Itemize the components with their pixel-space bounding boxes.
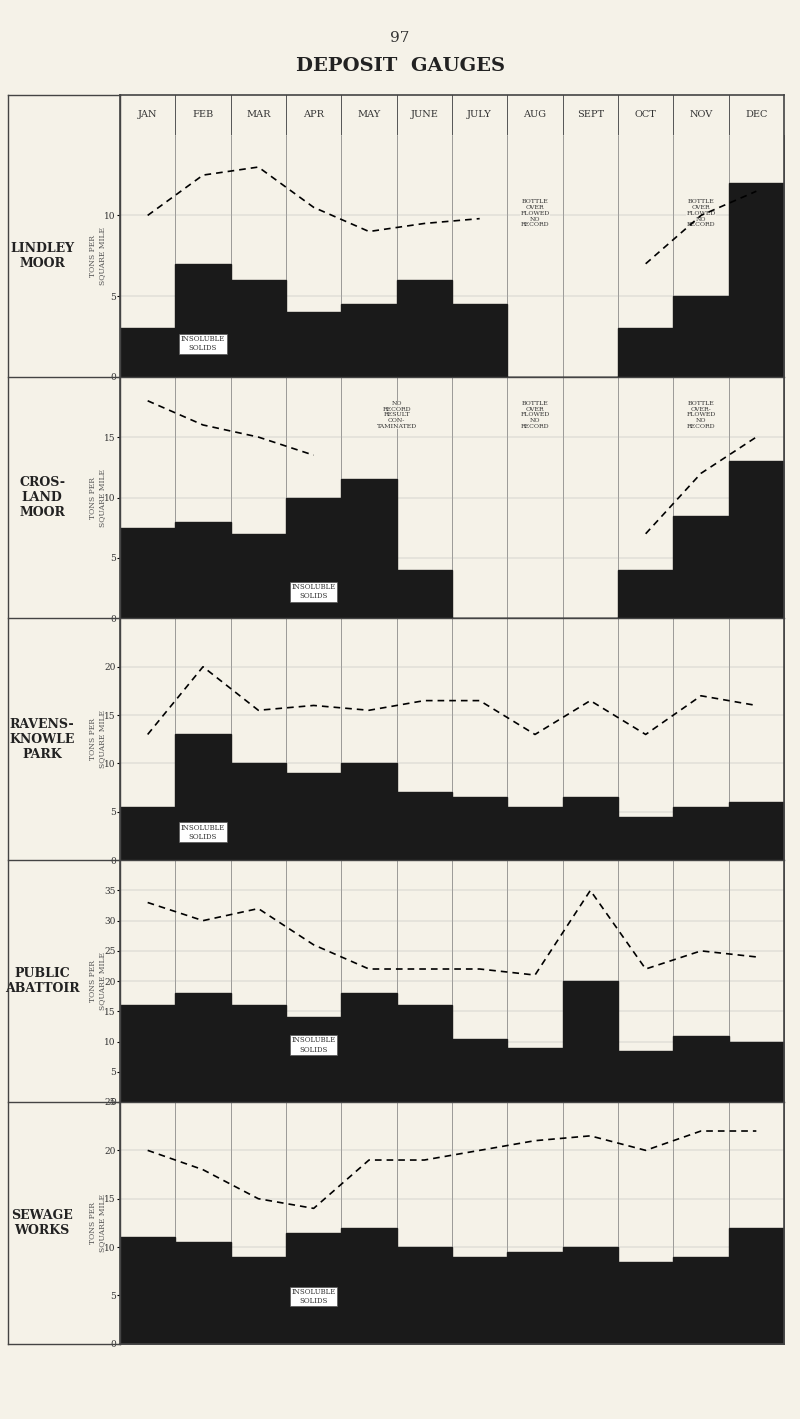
- Text: RAVENS-
KNOWLE
PARK: RAVENS- KNOWLE PARK: [10, 718, 74, 761]
- Text: TONS PER
SQUARE MILE: TONS PER SQUARE MILE: [90, 952, 106, 1010]
- Text: CROS-
LAND
MOOR: CROS- LAND MOOR: [19, 475, 65, 519]
- Polygon shape: [120, 1227, 784, 1344]
- Text: 97: 97: [390, 31, 410, 45]
- Text: INSOLUBLE
SOLIDS: INSOLUBLE SOLIDS: [291, 1036, 336, 1054]
- Text: INSOLUBLE
SOLIDS: INSOLUBLE SOLIDS: [181, 823, 225, 841]
- Text: TONS PER
SQUARE MILE: TONS PER SQUARE MILE: [90, 227, 106, 285]
- Text: TONS PER
SQUARE MILE: TONS PER SQUARE MILE: [90, 711, 106, 768]
- Text: BOTTLE
OVER-
FLOWED
NO
RECORD: BOTTLE OVER- FLOWED NO RECORD: [686, 400, 716, 429]
- Text: AUG: AUG: [523, 111, 546, 119]
- Text: JUNE: JUNE: [410, 111, 438, 119]
- Text: BOTTLE
OVER
FLOWED
NO
RECORD: BOTTLE OVER FLOWED NO RECORD: [686, 199, 716, 227]
- Text: JAN: JAN: [138, 111, 158, 119]
- Text: JULY: JULY: [467, 111, 492, 119]
- Text: NO
RECORD
RESULT
CON-
TAMINATED: NO RECORD RESULT CON- TAMINATED: [377, 400, 417, 429]
- Text: SEPT: SEPT: [577, 111, 604, 119]
- Text: MAY: MAY: [358, 111, 381, 119]
- Text: TONS PER
SQUARE MILE: TONS PER SQUARE MILE: [90, 1193, 106, 1252]
- Text: MAR: MAR: [246, 111, 270, 119]
- Text: PUBLIC
ABATTOIR: PUBLIC ABATTOIR: [5, 968, 79, 995]
- Polygon shape: [120, 735, 784, 860]
- Text: TONS PER
SQUARE MILE: TONS PER SQUARE MILE: [90, 468, 106, 526]
- Text: NOV: NOV: [690, 111, 713, 119]
- Text: BOTTLE
OVER
FLOWED
NO
RECORD: BOTTLE OVER FLOWED NO RECORD: [520, 199, 550, 227]
- Text: FEB: FEB: [192, 111, 214, 119]
- Polygon shape: [120, 461, 784, 619]
- Polygon shape: [120, 981, 784, 1103]
- Text: BOTTLE
OVER
FLOWED
NO
RECORD: BOTTLE OVER FLOWED NO RECORD: [520, 400, 550, 429]
- Text: SEWAGE
WORKS: SEWAGE WORKS: [11, 1209, 73, 1237]
- Text: INSOLUBLE
SOLIDS: INSOLUBLE SOLIDS: [291, 1288, 336, 1305]
- Text: INSOLUBLE
SOLIDS: INSOLUBLE SOLIDS: [181, 335, 225, 352]
- Text: LINDLEY
MOOR: LINDLEY MOOR: [10, 241, 74, 270]
- Text: DEPOSIT  GAUGES: DEPOSIT GAUGES: [295, 57, 505, 75]
- Polygon shape: [120, 183, 784, 376]
- Text: INSOLUBLE
SOLIDS: INSOLUBLE SOLIDS: [291, 583, 336, 600]
- Text: OCT: OCT: [634, 111, 657, 119]
- Text: DEC: DEC: [745, 111, 767, 119]
- Text: APR: APR: [303, 111, 324, 119]
